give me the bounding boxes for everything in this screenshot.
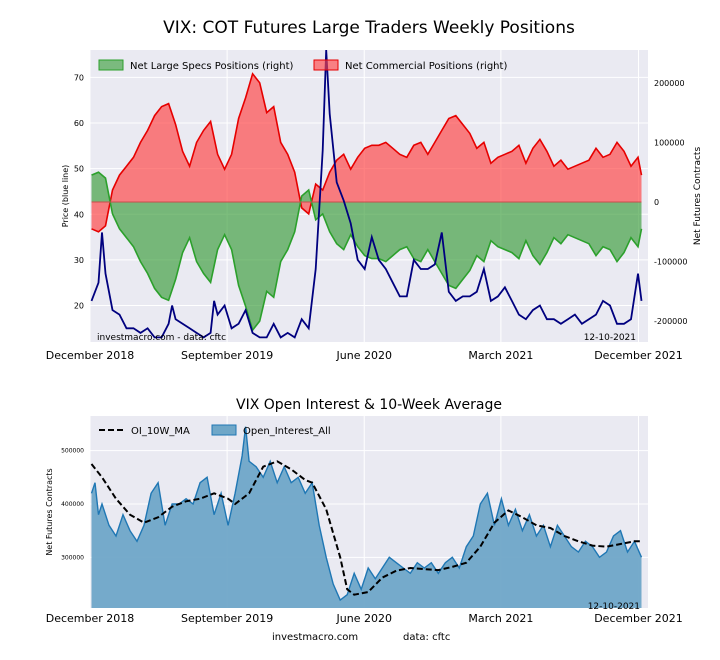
top-y-right-tick-label: 100000 — [654, 138, 685, 147]
top-x-axis: December 2018 September 2019 June 2020 Marc… — [46, 349, 683, 362]
legend-label-oi: Open_Interest_All — [243, 426, 331, 437]
top-x-tick-label: December 2018 — [46, 349, 135, 362]
top-y-right-tick-label: 200000 — [654, 79, 685, 88]
bottom-y-tick-label: 400000 — [61, 501, 84, 508]
bottom-y-tick-label: 500000 — [61, 448, 84, 455]
top-y-axis-left: 20 30 40 50 60 70 — [74, 73, 84, 310]
bottom-legend: OI_10W_MA Open_Interest_All — [99, 424, 331, 437]
bottom-y-axis: 300000 400000 500000 — [61, 448, 84, 562]
top-y-axis-right: 200000 100000 0 -100000 -200000 — [654, 79, 687, 326]
bottom-x-axis: December 2018 September 2019 June 2020 Marc… — [46, 612, 683, 625]
top-y-right-tick-label: -200000 — [654, 317, 687, 326]
top-legend: Net Large Specs Positions (right) Net Co… — [98, 59, 507, 72]
top-y-left-tick-label: 50 — [74, 165, 84, 174]
top-y-left-tick-label: 70 — [74, 73, 84, 82]
net-commercial-line — [91, 72, 643, 233]
top-y-label-right: Net Futures Contracts — [693, 147, 703, 246]
top-x-tick-label: September 2019 — [181, 349, 273, 362]
top-x-tick-label: March 2021 — [468, 349, 533, 362]
bottom-chart-title: VIX Open Interest & 10-Week Average — [236, 397, 502, 413]
legend-swatch-comm — [313, 59, 339, 71]
legend-swatch-oi — [211, 424, 237, 436]
bottom-y-label: Net Futures Contracts — [45, 468, 54, 555]
bottom-series — [90, 426, 643, 608]
footer-source: data: cftc — [403, 632, 450, 643]
vix-price-line — [90, 49, 643, 339]
legend-label-comm: Net Commercial Positions (right) — [345, 61, 507, 72]
top-y-label-left: Price (blue line) — [61, 165, 70, 228]
net-commercial-area — [91, 73, 642, 232]
bottom-date-text: 12-10-2021 — [588, 602, 640, 612]
top-x-tick-label: June 2020 — [336, 349, 392, 362]
open-interest-line — [90, 426, 643, 602]
open-interest-area — [91, 426, 642, 608]
top-y-left-tick-label: 40 — [74, 210, 84, 219]
bottom-chart: VIX Open Interest & 10-Week Average 3000… — [45, 397, 683, 625]
bottom-x-tick-label: June 2020 — [336, 612, 392, 625]
top-source-text: investmacro.com - data: cftc — [97, 333, 226, 343]
legend-label-specs: Net Large Specs Positions (right) — [130, 61, 294, 72]
top-y-left-tick-label: 60 — [74, 119, 84, 128]
top-series — [90, 49, 643, 339]
top-y-left-tick-label: 20 — [74, 302, 84, 311]
bottom-x-tick-label: September 2019 — [181, 612, 273, 625]
top-y-right-tick-label: 0 — [654, 198, 659, 207]
legend-label-ma: OI_10W_MA — [131, 426, 190, 437]
top-x-tick-label: December 2021 — [594, 349, 683, 362]
top-y-left-tick-label: 30 — [74, 256, 84, 265]
oi-10w-ma-line — [90, 460, 642, 596]
top-y-right-tick-label: -100000 — [654, 258, 687, 267]
net-large-specs-area — [91, 172, 642, 331]
legend-swatch-specs — [98, 59, 124, 71]
top-chart: VIX: COT Futures Large Traders Weekly Po… — [46, 18, 703, 362]
bottom-y-tick-label: 300000 — [61, 554, 84, 561]
footer-site: investmacro.com — [272, 632, 358, 643]
top-date-text: 12-10-2021 — [584, 333, 636, 343]
bottom-x-tick-label: December 2021 — [594, 612, 683, 625]
bottom-x-tick-label: March 2021 — [468, 612, 533, 625]
top-chart-title: VIX: COT Futures Large Traders Weekly Po… — [163, 18, 575, 38]
bottom-x-tick-label: December 2018 — [46, 612, 135, 625]
